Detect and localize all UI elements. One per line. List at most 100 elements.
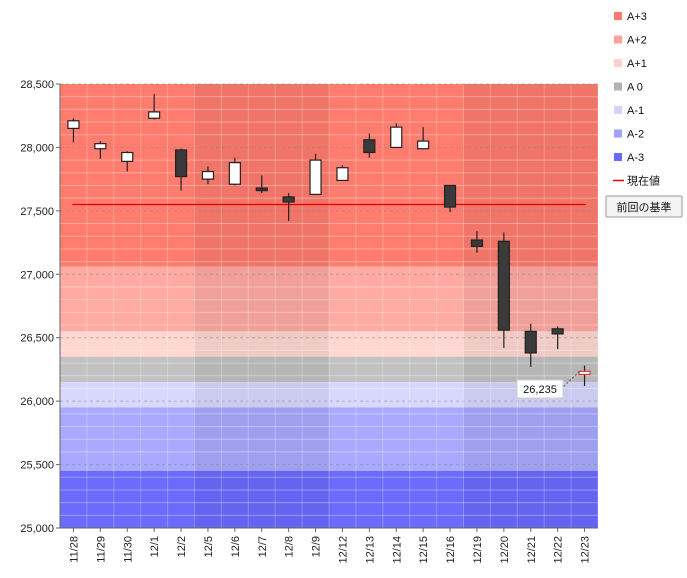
x-tick-label: 12/23	[580, 536, 592, 564]
x-tick-label: 12/2	[176, 536, 188, 557]
x-tick-label: 11/28	[68, 536, 80, 563]
legend-swatch	[614, 35, 622, 44]
x-tick-label: 12/8	[284, 536, 296, 557]
legend-item: A-3	[614, 152, 644, 164]
candle-body-down	[470, 239, 484, 247]
candle-body-down	[282, 196, 295, 203]
candle-12-22	[551, 326, 564, 350]
candle-body-down	[497, 240, 510, 331]
candle-body-up	[336, 167, 349, 182]
y-tick-label: 27,000	[20, 269, 54, 281]
legend-item: A-1	[614, 105, 644, 117]
legend-label: A-2	[627, 129, 644, 141]
candle-12-20	[497, 232, 510, 348]
candle-layer	[67, 94, 591, 386]
candle-body-down	[255, 187, 268, 192]
x-tick-label: 12/5	[203, 536, 215, 557]
x-tick-label: 12/15	[418, 536, 430, 564]
candle-11-29	[94, 141, 107, 159]
week-shade-0	[194, 84, 329, 528]
legend-label: A+1	[627, 58, 647, 70]
x-tick-label: 12/6	[230, 536, 242, 557]
band-Aplus1	[60, 331, 598, 357]
candle-12-21	[524, 323, 537, 367]
legend-swatch	[614, 153, 622, 161]
y-tick-label: 26,500	[20, 333, 54, 345]
legend-swatch	[614, 106, 622, 114]
last-value-box	[516, 379, 564, 399]
candle-12-9	[309, 153, 322, 195]
baseline-button-label: 前回の基準	[617, 200, 672, 214]
candle-12-2	[174, 148, 188, 191]
legend-item: A+3	[614, 11, 647, 23]
candle-body-down	[443, 184, 457, 208]
candle-body-up	[121, 151, 134, 162]
axis-layer: 25,000 25,500 26,000 26,500 27,000 27,500 28,0…	[20, 79, 598, 564]
y-tick-label: 25,500	[20, 460, 54, 472]
candle-11-28	[67, 118, 80, 143]
x-tick-label: 12/19	[472, 536, 484, 564]
baseline-button-frame	[605, 195, 683, 218]
band-Aminus1	[60, 382, 598, 408]
y-tick-label: 25,000	[20, 523, 54, 535]
candle-body-up	[201, 170, 215, 180]
legend-label: A 0	[627, 82, 643, 94]
legend-item: A-2	[614, 129, 644, 141]
legend-label: A-1	[627, 105, 644, 117]
candle-12-7	[255, 175, 268, 194]
candle-body-down	[524, 330, 537, 354]
legend-label: A+3	[627, 11, 647, 23]
candle-12-19	[470, 231, 484, 253]
candle-12-5	[201, 166, 215, 185]
band-Aminus3	[60, 470, 598, 528]
legend-item: A+2	[614, 35, 647, 47]
x-tick-label: 12/13	[364, 536, 376, 564]
legend-item: A 0	[614, 82, 643, 94]
x-tick-label: 11/30	[122, 536, 134, 563]
candle-12-13	[363, 133, 376, 158]
candle-12-12	[336, 165, 349, 182]
candle-body-up	[578, 370, 591, 376]
candle-12-8	[282, 193, 295, 222]
legend-item: A+1	[614, 58, 647, 70]
candle-12-14	[390, 123, 403, 149]
legend-label: A-3	[627, 152, 644, 164]
legend-swatch	[614, 129, 622, 138]
y-tick-label: 27,500	[20, 206, 54, 218]
week-shade-1	[463, 84, 598, 528]
candle-12-6	[228, 157, 241, 186]
x-tick-label: 11/29	[95, 536, 107, 563]
candle-body-up	[94, 143, 107, 150]
candle-body-up	[417, 140, 430, 150]
baseline-button[interactable]: 前回の基準	[605, 195, 683, 218]
grid-layer	[59, 83, 599, 529]
candle-body-up	[309, 159, 322, 195]
candle-body-up	[390, 126, 403, 149]
candle-body-up	[67, 120, 80, 130]
candle-12-23	[578, 365, 591, 386]
y-tick-label: 28,000	[20, 142, 54, 154]
candle-12-1	[148, 94, 161, 120]
band-A0	[60, 356, 598, 383]
x-tick-label: 12/12	[337, 536, 349, 564]
annotation-layer: 26,235	[516, 370, 580, 399]
candle-body-down	[174, 149, 188, 178]
x-tick-label: 12/7	[257, 536, 269, 557]
y-tick-label: 26,000	[20, 396, 54, 408]
x-tick-label: 12/20	[499, 536, 511, 564]
last-value-label: 26,235	[523, 384, 557, 396]
candle-body-down	[551, 328, 564, 335]
x-tick-label: 12/22	[553, 536, 565, 564]
legend-swatch	[614, 12, 622, 20]
candle-11-30	[121, 151, 134, 172]
legend-item: 現在値	[613, 175, 660, 188]
band-Aminus2	[60, 407, 598, 471]
legend-swatch	[614, 59, 622, 67]
x-tick-label: 12/9	[311, 536, 323, 557]
x-tick-label: 12/16	[445, 536, 457, 564]
candle-body-down	[363, 139, 376, 154]
legend-label: 現在値	[627, 175, 660, 188]
y-tick-label: 28,500	[20, 79, 54, 91]
